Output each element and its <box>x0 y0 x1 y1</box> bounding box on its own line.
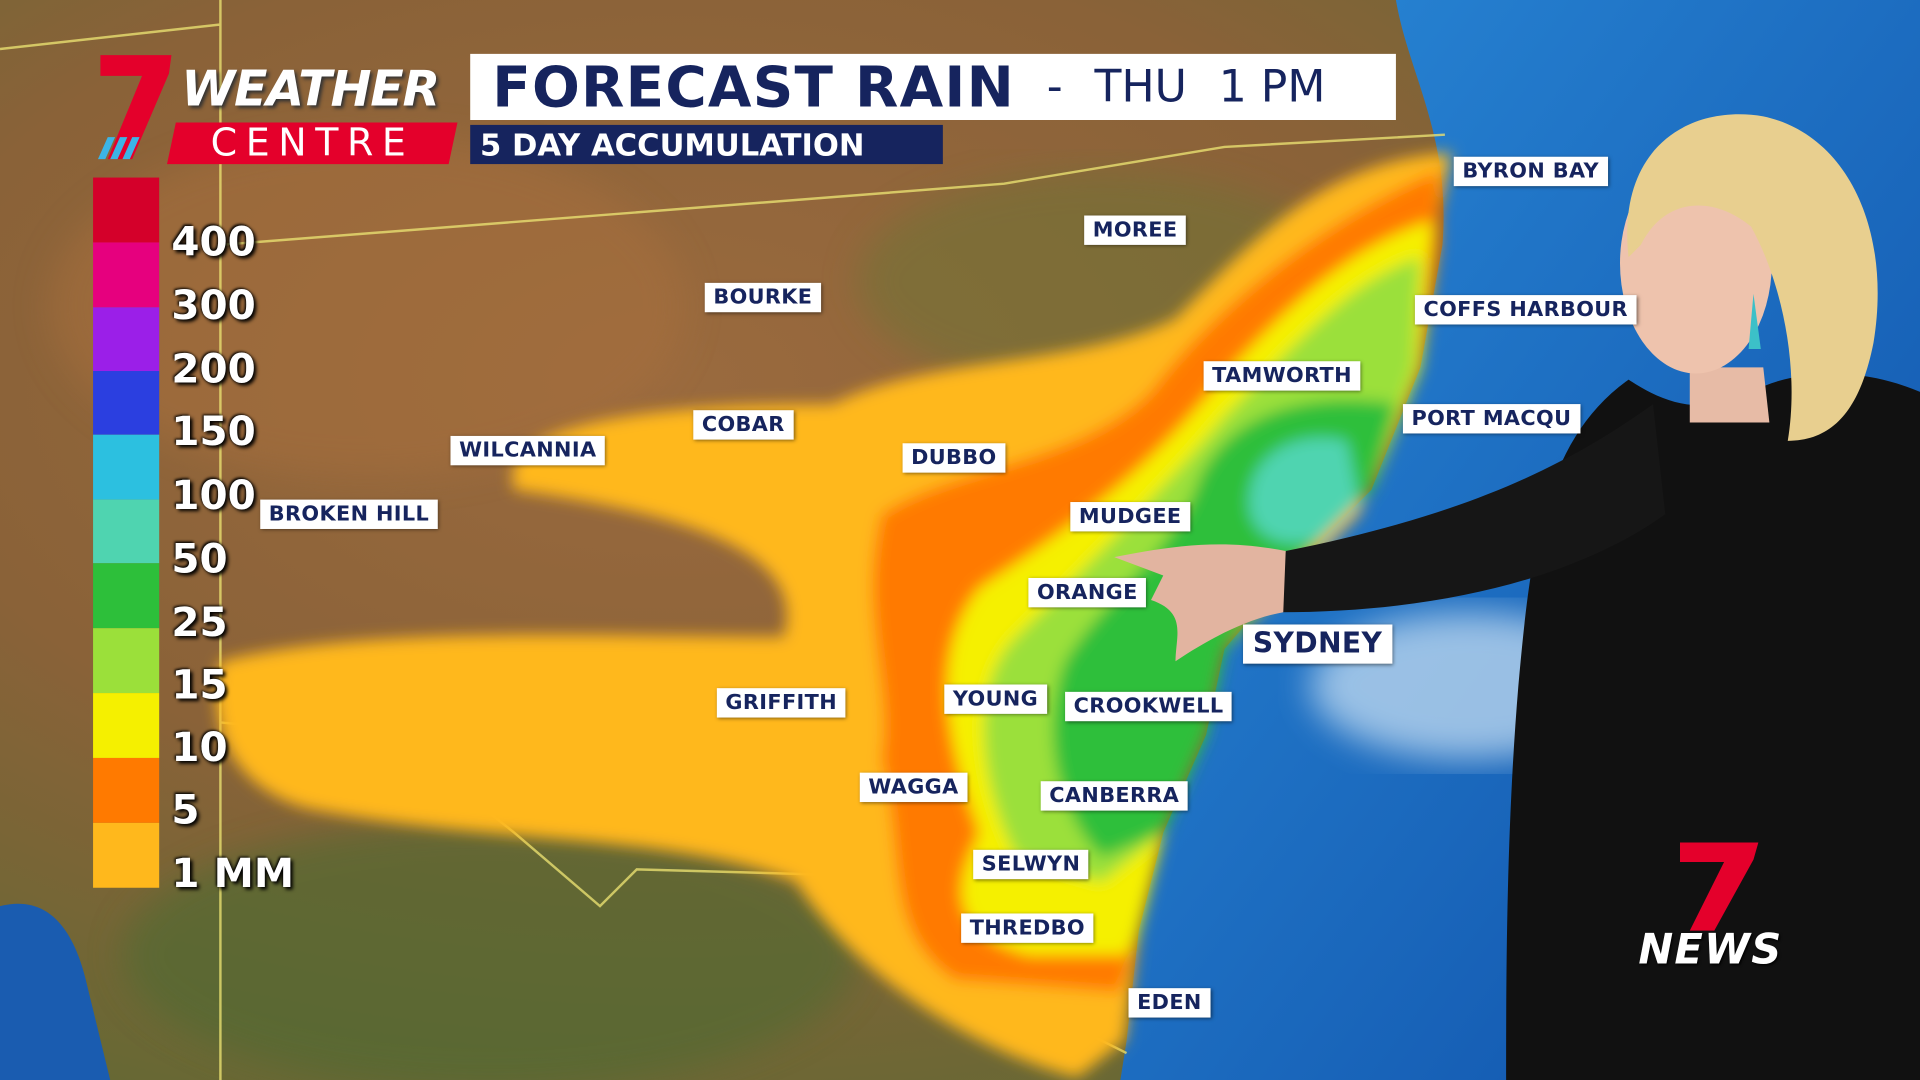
place-label: ORANGE <box>1028 577 1147 608</box>
legend-swatch <box>93 693 160 758</box>
place-label: MUDGEE <box>1070 502 1191 532</box>
logo-stripes <box>97 137 140 160</box>
state-border <box>0 0 1445 1080</box>
presenter-arm <box>1279 404 1666 613</box>
place-label: YOUNG <box>944 684 1047 714</box>
header-separator: - <box>1046 61 1063 113</box>
legend-label: 150 <box>171 407 256 455</box>
place-label: DUBBO <box>902 443 1006 473</box>
presenter-neck <box>1689 367 1770 423</box>
legend-swatch <box>93 563 160 629</box>
place-label: BYRON BAY <box>1453 156 1608 187</box>
place-label: GRIFFITH <box>716 688 846 718</box>
header-time: 1 PM <box>1218 61 1326 113</box>
legend-swatch <box>93 628 160 694</box>
legend-swatch <box>93 434 160 500</box>
legend-swatch <box>93 499 160 564</box>
legend-label: 400 <box>171 217 256 266</box>
legend-swatch <box>93 371 160 435</box>
legend-label: 200 <box>171 344 256 393</box>
legend-bar <box>93 177 160 888</box>
legend-label: 1 MM <box>171 849 295 897</box>
place-label: WILCANNIA <box>450 435 606 466</box>
presenter-dress <box>1506 373 1920 1080</box>
place-label: EDEN <box>1128 988 1211 1018</box>
legend-swatch <box>93 307 160 372</box>
presenter <box>1114 114 1920 1080</box>
legend-label: 25 <box>171 598 228 646</box>
place-label: WAGGA <box>859 772 968 803</box>
logo-seven <box>100 55 172 160</box>
place-label: CROOKWELL <box>1065 691 1233 722</box>
place-label: PORT MACQU <box>1402 404 1580 434</box>
legend-label: 5 <box>171 785 200 834</box>
place-label: COBAR <box>693 410 794 440</box>
news-logo-text: NEWS <box>1638 925 1783 975</box>
place-label: COFFS HARBOUR <box>1414 295 1637 325</box>
rain-50mm <box>1248 437 1360 544</box>
logo-weather: WEATHER <box>181 61 440 118</box>
legend-swatch <box>93 822 160 888</box>
legend-swatch <box>93 757 160 823</box>
header: FORECAST RAIN - THU 1 PM <box>470 53 1396 121</box>
presenter-hand <box>1114 544 1286 662</box>
ocean <box>0 903 111 1080</box>
rain-layers <box>216 153 1452 1078</box>
place-label: BROKEN HILL <box>260 499 438 529</box>
legend-swatch <box>93 242 160 308</box>
place-label: SYDNEY <box>1243 624 1393 664</box>
header-subtitle: 5 DAY ACCUMULATION <box>470 124 943 165</box>
header-title: FORECAST RAIN <box>492 53 1015 121</box>
logo-centre: CENTRE <box>167 121 458 166</box>
legend-label: 15 <box>171 660 228 709</box>
legend-label: 50 <box>171 534 228 583</box>
legend-label: 300 <box>171 281 256 329</box>
place-label: TAMWORTH <box>1203 361 1361 391</box>
presenter-hair <box>1627 114 1878 441</box>
place-label: CANBERRA <box>1040 781 1188 811</box>
presenter-earring <box>1748 293 1761 349</box>
legend-label: 10 <box>171 723 228 771</box>
place-label: THREDBO <box>961 913 1094 943</box>
place-label: BOURKE <box>704 282 821 313</box>
header-day: THU <box>1094 61 1187 113</box>
logo-centre-text: CENTRE <box>210 121 415 166</box>
legend-swatch <box>93 177 160 243</box>
land-texture <box>122 820 858 1080</box>
place-label: SELWYN <box>973 849 1089 880</box>
news-logo-seven <box>1680 842 1759 931</box>
legend-label: 100 <box>171 470 256 519</box>
place-label: MOREE <box>1084 215 1187 245</box>
